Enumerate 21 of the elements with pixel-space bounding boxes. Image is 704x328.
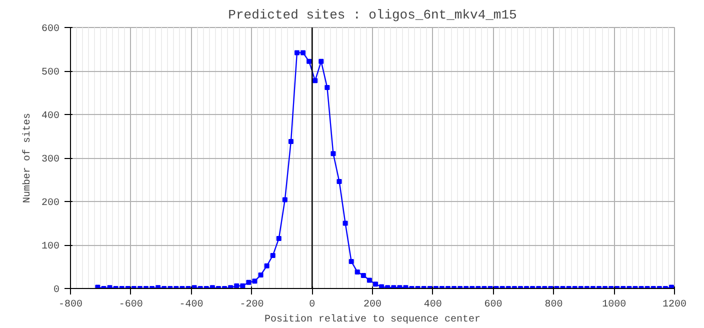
y-tick-label: 300 bbox=[41, 154, 60, 166]
x-tick-label: 1000 bbox=[602, 300, 626, 310]
y-tick-label: 100 bbox=[41, 242, 60, 252]
chart-title: Predicted sites : oligos_6nt_mkv4_m15 bbox=[228, 8, 517, 22]
x-tick-label: 400 bbox=[424, 300, 442, 310]
y-tick-label: 500 bbox=[41, 68, 60, 78]
x-tick-label: -800 bbox=[58, 300, 83, 310]
x-tick-label: -400 bbox=[179, 300, 204, 310]
y-tick-label: 400 bbox=[41, 111, 60, 122]
x-tick-label: 600 bbox=[484, 300, 502, 310]
x-tick-label: 200 bbox=[364, 300, 382, 310]
y-tick-label: 0 bbox=[54, 285, 60, 296]
x-axis-title: Position relative to sequence center bbox=[264, 314, 481, 326]
y-axis-title: Number of sites bbox=[21, 112, 34, 204]
x-tick-label: 0 bbox=[309, 300, 316, 310]
x-tick-label: -600 bbox=[118, 300, 143, 310]
y-tick-label: 200 bbox=[41, 198, 60, 209]
y-tick-label: 600 bbox=[41, 24, 60, 35]
x-tick-label: -200 bbox=[240, 300, 264, 310]
x-tick-label: 1200 bbox=[662, 300, 687, 310]
x-tick-label: 800 bbox=[544, 300, 563, 310]
